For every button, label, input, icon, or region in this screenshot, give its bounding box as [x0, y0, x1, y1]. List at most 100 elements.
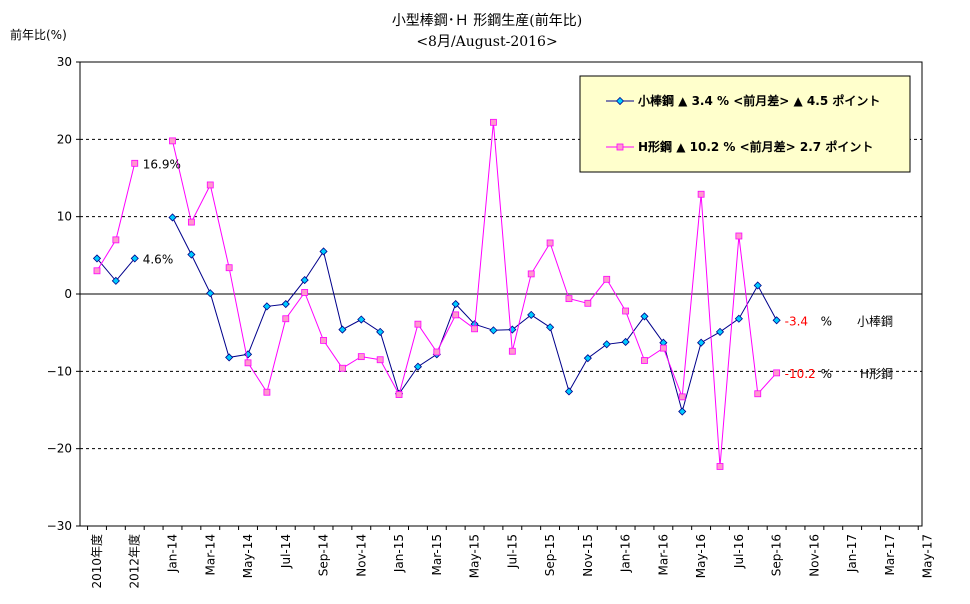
x-tick-label: Nov-14	[354, 534, 368, 577]
x-tick-label: Mar-16	[656, 534, 670, 575]
data-point	[659, 344, 667, 352]
data-point	[546, 239, 554, 247]
data-point	[300, 276, 309, 285]
data-point	[489, 326, 498, 335]
data-point	[357, 315, 366, 324]
data-point	[206, 181, 214, 189]
data-point	[734, 314, 743, 323]
value-label: 4.6%	[143, 252, 174, 266]
data-point	[413, 362, 422, 371]
series-small-bar	[92, 213, 781, 416]
x-tick-label: May-16	[694, 534, 708, 578]
value-unit: %	[821, 367, 832, 381]
data-point	[471, 325, 478, 333]
data-point	[281, 299, 290, 309]
legend-box	[579, 75, 911, 173]
data-point	[452, 311, 460, 319]
legend-entry: 小棒鋼 ▲ 3.4 % <前月差> ▲ 4.5 ポイント	[638, 93, 880, 108]
value-label: 16.9%	[143, 157, 181, 171]
x-tick-label: Jul-15	[505, 534, 519, 569]
value-unit: %	[821, 314, 832, 328]
x-tick-label: Jan-14	[166, 534, 180, 573]
series-h-beam	[93, 118, 781, 470]
data-point	[678, 393, 686, 401]
series-layer	[92, 118, 781, 470]
data-point	[169, 137, 176, 145]
y-axis-label: 前年比(%)	[10, 27, 67, 42]
data-point	[508, 347, 516, 355]
x-tick-label: Sep-16	[770, 534, 784, 576]
gridlines	[80, 138, 922, 450]
data-point	[640, 312, 649, 321]
x-tick-label: Mar-15	[430, 534, 444, 575]
data-point	[414, 320, 422, 328]
data-point	[168, 213, 177, 222]
data-point	[357, 353, 365, 361]
data-point	[622, 307, 630, 315]
data-point	[753, 281, 762, 290]
series-end-name: 小棒鋼	[857, 314, 893, 328]
data-point	[697, 338, 706, 347]
data-point	[339, 364, 346, 372]
data-point	[527, 270, 535, 278]
x-tick-label: Jan-16	[619, 534, 633, 573]
data-point	[697, 190, 705, 198]
data-point	[565, 295, 573, 303]
data-point	[527, 310, 536, 319]
value-label: -3.4	[785, 314, 808, 328]
x-tick-label: Mar-14	[203, 534, 217, 575]
chart-title: 小型棒鋼･Ｈ 形鋼生産(前年比)	[392, 12, 582, 29]
chart-subtitle: <8月/August-2016>	[416, 34, 557, 50]
data-point	[112, 236, 120, 244]
data-point	[451, 299, 460, 309]
data-point	[320, 336, 327, 344]
data-point	[92, 254, 102, 263]
data-point	[546, 323, 555, 332]
data-point	[395, 391, 403, 398]
data-point	[621, 337, 630, 347]
data-point	[641, 357, 648, 364]
legend-marker	[615, 96, 625, 106]
data-point	[111, 276, 120, 285]
x-tick-label: Sep-14	[317, 534, 331, 576]
series-end-name: H形鋼	[860, 367, 893, 381]
x-tick-label: Nov-15	[581, 534, 595, 577]
value-label: -10.2	[785, 367, 816, 381]
data-point	[583, 354, 592, 363]
y-tick-label: −10	[47, 364, 72, 378]
data-point	[206, 289, 215, 298]
x-axis-ticks: 2010年度 2012年度 Jan-14 Mar-14 May-14 Jul-14 Sep-…	[87, 526, 935, 589]
x-tick-label: Jul-14	[279, 534, 293, 569]
x-tick-label: Sep-15	[543, 534, 557, 576]
data-point	[282, 315, 290, 323]
data-point	[735, 232, 743, 240]
y-tick-label: 20	[57, 132, 72, 146]
x-tick-label: Jan-17	[845, 534, 859, 573]
x-tick-label: 2012年度	[127, 534, 142, 589]
data-point	[93, 267, 101, 275]
y-tick-label: 30	[57, 55, 72, 69]
x-tick-label: Jan-15	[392, 534, 406, 573]
y-tick-label: 10	[57, 210, 72, 224]
data-point	[376, 327, 385, 336]
data-point	[187, 218, 195, 226]
x-tick-label: Nov-16	[807, 534, 821, 577]
data-point	[301, 289, 309, 296]
y-axis-ticks: 30 20 10 0 −10 −20 −30	[47, 55, 80, 533]
data-point	[433, 348, 441, 356]
data-point	[754, 390, 762, 398]
data-point	[602, 340, 611, 349]
x-tick-label: Jul-16	[732, 534, 746, 569]
data-point	[131, 159, 139, 167]
data-point	[716, 463, 724, 470]
x-tick-label: May-17	[921, 534, 935, 578]
data-point	[225, 353, 234, 362]
data-point	[130, 254, 139, 263]
y-tick-label: −30	[47, 519, 72, 533]
data-point	[376, 356, 384, 364]
data-point	[187, 250, 196, 259]
data-point	[564, 387, 574, 396]
legend-marker	[616, 143, 624, 151]
data-point	[244, 359, 252, 367]
